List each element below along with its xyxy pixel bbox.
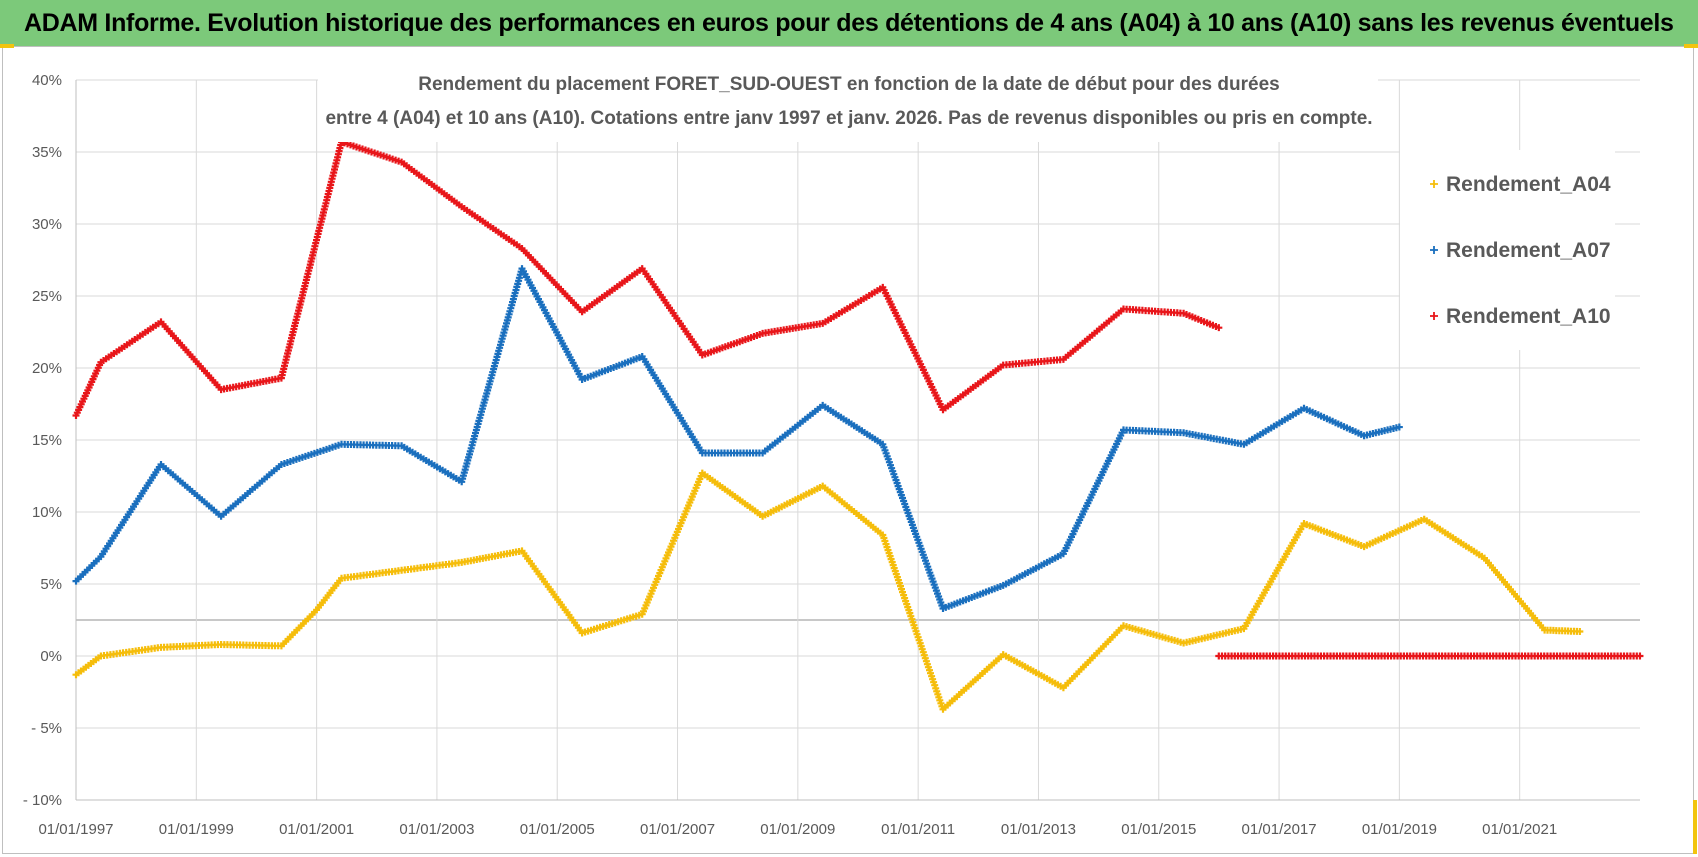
x-tick-label: 01/01/2011 (881, 821, 955, 838)
grid (75, 79, 1640, 801)
x-tick-label: 01/01/1997 (38, 821, 113, 838)
y-tick-label: - 10% (23, 792, 62, 809)
y-tick-label: 5% (40, 576, 62, 593)
x-tick-label: 01/01/2001 (279, 821, 354, 838)
corner-marker (1684, 44, 1698, 48)
x-tick-label: 01/01/2007 (640, 821, 715, 838)
x-tick-label: 01/01/2015 (1121, 821, 1196, 838)
x-tick-label: 01/01/2009 (760, 821, 835, 838)
x-tick-label: 01/01/2003 (399, 821, 474, 838)
x-tick-label: 01/01/2017 (1242, 821, 1317, 838)
series-markers (72, 138, 1223, 419)
y-tick-label: - 5% (31, 720, 62, 737)
legend-marker (1430, 312, 1438, 320)
series-rendement-a07 (72, 265, 1403, 612)
y-tick-label: 30% (32, 216, 62, 233)
series-markers (72, 469, 1584, 713)
series-markers (1215, 652, 1644, 660)
y-tick-label: 10% (32, 504, 62, 521)
x-tick-label: 01/01/2005 (520, 821, 595, 838)
chart-title-line-2: entre 4 (A04) et 10 ans (A10). Cotations… (325, 108, 1372, 129)
y-tick-label: 25% (32, 288, 62, 305)
x-tick-label: 01/01/2013 (1001, 821, 1076, 838)
legend-label: Rendement_A10 (1446, 305, 1611, 328)
legend-marker (1430, 246, 1438, 254)
y-tick-label: 0% (40, 648, 62, 665)
y-tick-label: 35% (32, 144, 62, 161)
legend-label: Rendement_A07 (1446, 239, 1611, 262)
corner-marker (0, 44, 14, 48)
legend: Rendement_A04 Rendement_A07 Rendement_A10 (1400, 150, 1615, 350)
series-markers (72, 265, 1403, 612)
x-tick-label: 01/01/2019 (1362, 821, 1437, 838)
chart-title-line-1: Rendement du placement FORET_SUD-OUEST e… (418, 74, 1279, 95)
x-tick-label: 01/01/2021 (1482, 821, 1557, 838)
y-tick-label: 40% (32, 72, 62, 89)
title-background (318, 66, 1378, 142)
legend-label: Rendement_A04 (1446, 173, 1611, 196)
series-rendement-a10 (72, 138, 1223, 419)
page-title: ADAM Informe. Evolution historique des p… (0, 0, 1698, 46)
corner-marker (1693, 800, 1697, 854)
legend-marker (1430, 180, 1438, 188)
y-tick-label: 20% (32, 360, 62, 377)
y-tick-label: 15% (32, 432, 62, 449)
series-rendement-a04 (72, 469, 1584, 713)
y-axis: 40% 35% 30% 25% 20% 15% 10% 5% 0% - 5% - 10% (23, 72, 77, 809)
series-layer (72, 138, 1644, 713)
series-a10-zero (1215, 652, 1644, 660)
chart-frame (2, 46, 1694, 854)
x-tick-label: 01/01/1999 (159, 821, 234, 838)
x-axis: 01/01/1997 01/01/1999 01/01/2001 01/01/2003… (38, 799, 1640, 838)
